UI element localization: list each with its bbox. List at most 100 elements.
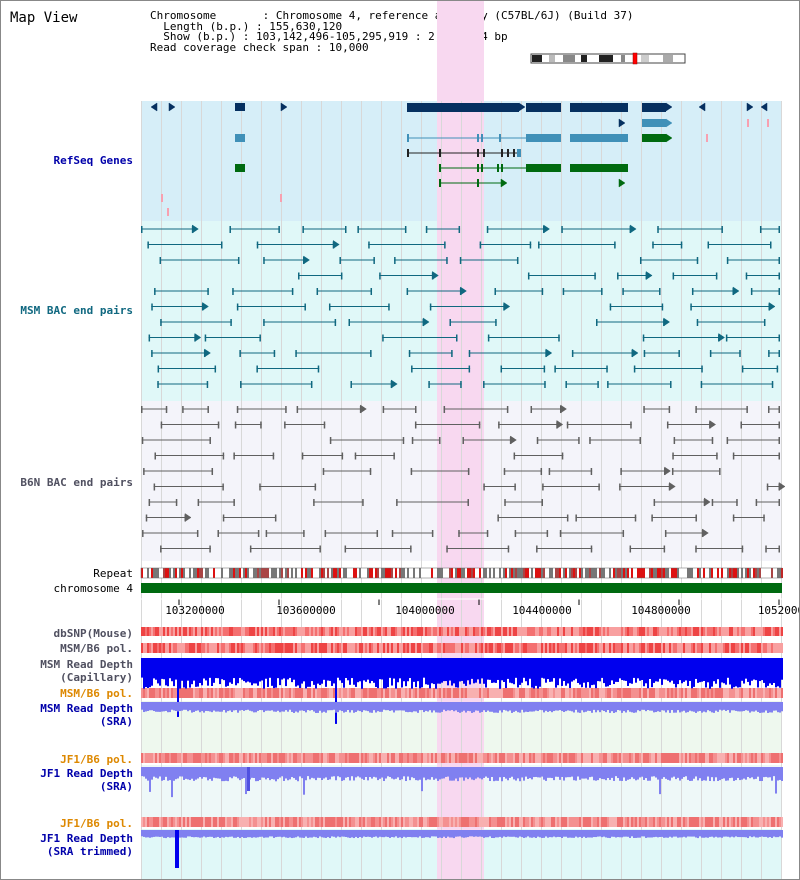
jf1-sra-depth-bar (229, 767, 231, 778)
msm-sra-depth-bar (199, 702, 201, 713)
track-label-msm-b6-pol-2[interactable]: MSM/B6 pol. (60, 687, 133, 700)
repeat-segment (747, 568, 749, 578)
jf1-pol-cell (713, 753, 715, 763)
jf1-pol-cell (413, 753, 415, 763)
msm-cap-depth-bar (613, 658, 615, 685)
msm-cap-depth-bar (311, 658, 313, 682)
jf1-pol2-cell (437, 817, 439, 827)
msm-pol2-cell (273, 688, 275, 698)
jf1-pol2-cell (393, 817, 395, 827)
msm-pol2-cell (277, 688, 279, 698)
jf1-pol2-cell (237, 817, 239, 827)
msm-pol2-cell (517, 688, 519, 698)
jf1-pol-cell (247, 753, 249, 763)
msm-pol-cell (745, 643, 747, 653)
msm-pol2-cell (173, 688, 175, 698)
b6n-bac-end (590, 545, 593, 553)
msm-cap-depth-bar (201, 658, 203, 686)
msm-pol-cell (687, 643, 689, 653)
repeat-segment (681, 568, 683, 578)
track-label-repeat[interactable]: Repeat (93, 567, 133, 580)
jf1-pol2-cell (315, 817, 317, 827)
jf1-trim-depth-bar (387, 830, 389, 838)
msm-cap-depth-bar (259, 658, 261, 682)
jf1-sra-depth-bar (605, 767, 607, 781)
repeat-segment (147, 568, 149, 578)
dbsnp-cell (381, 627, 383, 636)
jf1-sra-depth-bar (537, 767, 539, 778)
jf1-pol2-cell (431, 817, 433, 827)
track-label-msm-read-depth-sra[interactable]: MSM Read Depth (SRA) (40, 702, 133, 728)
msm-pol2-cell (427, 688, 429, 698)
dbsnp-cell (491, 627, 493, 636)
jf1-pol2-cell (759, 817, 761, 827)
jf1-trim-depth-bar (765, 830, 767, 837)
msm-sra-depth-bar (287, 702, 289, 712)
jf1-pol-cell (577, 753, 579, 763)
jf1-trim-depth-bar (411, 830, 413, 838)
dbsnp-cell (621, 627, 623, 636)
repeat-segment (625, 568, 627, 578)
msm-cap-depth-bar (317, 658, 319, 684)
jf1-pol-cell (515, 753, 517, 763)
jf1-trim-depth-bar (335, 830, 337, 838)
gene-mark (280, 194, 282, 202)
track-label-msm-b6-pol-1[interactable]: MSM/B6 pol. (60, 642, 133, 655)
dbsnp-cell (641, 627, 643, 636)
track-label-jf1-b6-pol-2[interactable]: JF1/B6 pol. (60, 817, 133, 830)
b6n-bac-end (217, 530, 219, 537)
msm-bac-end (357, 226, 359, 233)
repeat-segment (551, 568, 553, 578)
msm-sra-depth-bar (409, 702, 411, 712)
jf1-sra-depth-bar (573, 767, 575, 781)
gene-exon (439, 149, 441, 157)
msm-pol2-cell (767, 688, 769, 698)
track-label-jf1-read-depth[interactable]: JF1 Read Depth (SRA) (40, 767, 133, 793)
b6n-bac-end (165, 406, 168, 413)
jf1-sra-depth-bar (725, 767, 727, 781)
b6n-bac-end (561, 452, 564, 460)
msm-pol-cell (527, 643, 529, 653)
jf1-pol2-cell (565, 817, 567, 827)
msm-sra-depth-bar (393, 702, 395, 713)
b6n-bac-end (467, 468, 470, 475)
jf1-sra-depth-bar (647, 767, 649, 781)
jf1-pol-cell (535, 753, 537, 763)
repeat-segment (347, 568, 349, 578)
track-label-msm-bac[interactable]: MSM BAC end pairs (20, 304, 133, 317)
jf1-pol-cell (211, 753, 213, 763)
track-label-jf1-b6-pol-1[interactable]: JF1/B6 pol. (60, 753, 133, 766)
track-label-b6n-bac[interactable]: B6N BAC end pairs (20, 476, 133, 489)
track-label-msm-read-depth-cap[interactable]: MSM Read Depth (Capillary) (40, 658, 133, 684)
msm-pol-cell (553, 643, 555, 653)
msm-sra-depth-bar (329, 702, 331, 711)
msm-pol2-cell (331, 688, 333, 698)
msm-bac-arrow (202, 302, 209, 311)
jf1-sra-depth-bar (565, 767, 567, 778)
repeat-segment (507, 568, 509, 578)
jf1-sra-depth-bar (277, 767, 279, 780)
repeat-segment (589, 568, 591, 578)
msm-pol2-cell (465, 688, 467, 698)
track-label-jf1-read-depth-trim[interactable]: JF1 Read Depth (SRA trimmed) (40, 832, 133, 858)
msm-sra-depth-bar (517, 702, 519, 713)
track-label-chromosome[interactable]: chromosome 4 (53, 582, 133, 595)
msm-bac-end (721, 226, 723, 233)
jf1-pol2-cell (543, 817, 545, 827)
jf1-pol2-cell (333, 817, 335, 827)
track-label-dbsnp[interactable]: dbSNP(Mouse) (53, 627, 133, 640)
jf1-trim-depth-bar (525, 830, 527, 838)
jf1-sra-depth-bar (217, 767, 219, 779)
jf1-sra-depth-bar (219, 767, 221, 779)
msm-cap-depth-bar (213, 658, 215, 683)
msm-cap-depth-bar (633, 658, 635, 678)
msm-pol2-cell (149, 688, 151, 698)
repeat-segment (769, 568, 771, 578)
msm-cap-depth-bar (267, 658, 269, 687)
repeat-segment (633, 568, 635, 578)
track-label-refseq[interactable]: RefSeq Genes (53, 154, 133, 167)
jf1-trim-depth-bar (699, 830, 701, 837)
msm-sra-depth-bar (269, 702, 271, 711)
msm-pol2-cell (779, 688, 781, 698)
